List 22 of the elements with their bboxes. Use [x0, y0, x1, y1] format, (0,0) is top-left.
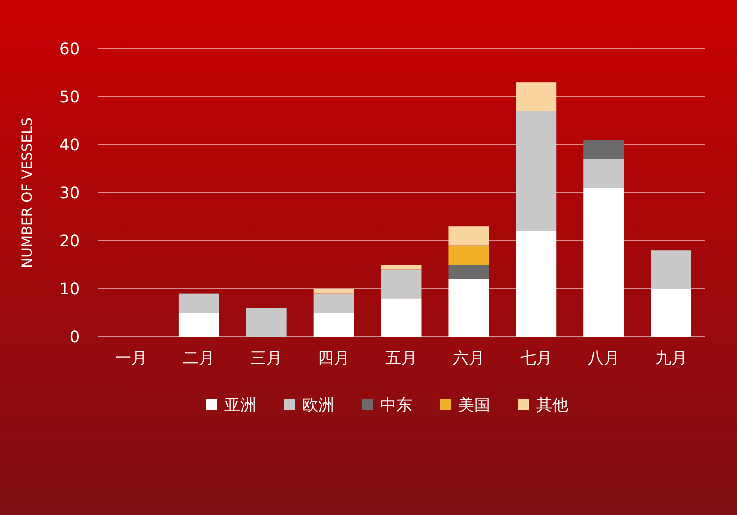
y-tick-label: 40 — [60, 136, 80, 154]
x-tick-label: 七月 — [520, 348, 552, 368]
x-tick-label: 二月 — [183, 348, 216, 368]
x-tick-label: 四月 — [318, 348, 350, 368]
x-tick-label: 六月 — [452, 348, 485, 368]
x-tick-label: 一月 — [116, 348, 148, 368]
y-tick-label: 60 — [60, 40, 80, 58]
x-tick-label: 八月 — [588, 348, 620, 368]
y-tick-label: 10 — [60, 280, 80, 298]
y-axis-title: NUMBER OF VESSELS — [20, 118, 36, 268]
x-tick-label: 九月 — [655, 348, 688, 368]
legend-label: 中东 — [380, 396, 412, 414]
legend-label: 欧洲 — [302, 396, 334, 414]
x-tick-label: 三月 — [250, 348, 283, 368]
y-tick-label: 0 — [70, 328, 80, 346]
y-tick-label: 50 — [60, 88, 80, 106]
legend-label: 美国 — [458, 396, 490, 414]
y-tick-label: 30 — [60, 184, 80, 202]
x-tick-label: 五月 — [386, 348, 418, 368]
legend-label: 其他 — [536, 396, 568, 414]
legend-label: 亚洲 — [224, 396, 256, 414]
y-tick-label: 20 — [60, 232, 80, 250]
